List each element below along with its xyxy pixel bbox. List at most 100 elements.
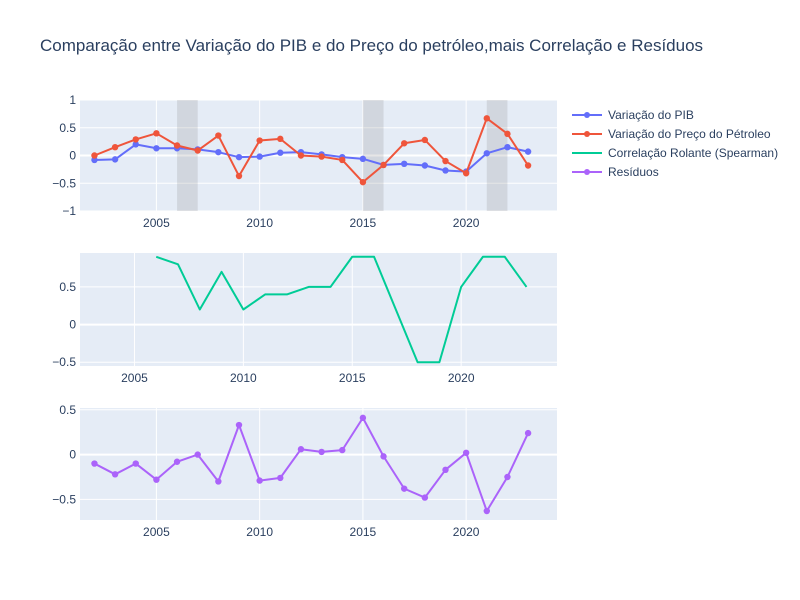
x-tick-label: 2015 [350,525,377,539]
y-tick-label: 0 [69,318,76,332]
data-point-variacao-do-pib [400,160,408,168]
data-point-variacao-do-preco-do-petroleo [380,161,387,169]
data-point-variacao-do-preco-do-petroleo [297,152,305,159]
data-point-variacao-do-pib [421,162,429,169]
data-point-residuos [111,471,119,478]
x-tick-label: 2005 [143,216,170,230]
series-correlacao-rolante-spearman [155,255,528,364]
data-point-residuos [442,466,449,474]
data-point-variacao-do-pib [524,148,532,155]
series-line-variacao-do-pib [94,143,529,173]
data-point-residuos [524,429,532,437]
data-point-variacao-do-preco-do-petroleo [111,143,119,151]
data-point-residuos [173,458,181,465]
y-tick-label: 1 [69,93,76,107]
legend-item-oil[interactable]: Variação do Preço do Pétroleo [572,127,771,141]
legend-marker-residuals [584,169,590,175]
x-tick-label: 2005 [143,525,170,539]
data-point-residuos [400,485,408,492]
data-point-variacao-do-pib [215,148,222,156]
data-point-variacao-do-pib [359,155,367,163]
data-point-variacao-do-pib [235,153,243,161]
data-point-variacao-do-preco-do-petroleo [256,137,263,144]
data-point-variacao-do-pib [504,143,511,151]
data-point-variacao-do-preco-do-petroleo [359,178,367,186]
panel-gdp-oil: 2005 2010 2015 2020 −1 −0.5 0 0.5 1 [52,93,557,230]
data-point-variacao-do-preco-do-petroleo [442,157,449,165]
legend: Variação do PIB Variação do Preço do Pét… [572,108,778,179]
data-point-variacao-do-preco-do-petroleo [339,156,346,164]
x-tick-label: 2010 [246,216,273,230]
data-point-residuos [339,446,346,454]
data-point-residuos [194,451,201,458]
legend-item-correlation[interactable]: Correlação Rolante (Spearman) [572,146,778,160]
y-tick-label: 0.5 [59,280,76,294]
y-tick-label: −0.5 [52,355,76,369]
x-tick-label: 2005 [121,371,148,385]
plot-area [80,253,557,366]
data-point-variacao-do-preco-do-petroleo [400,140,408,147]
series-variacao-do-preco-do-petroleo [91,115,532,186]
data-point-residuos [359,414,367,422]
data-point-variacao-do-preco-do-petroleo [421,136,429,144]
y-tick-label: −1 [62,204,76,218]
x-tick-label: 2010 [230,371,257,385]
data-point-residuos [504,473,511,481]
data-point-variacao-do-pib [483,150,490,157]
data-point-variacao-do-pib [111,156,119,163]
data-point-variacao-do-preco-do-petroleo [483,115,490,122]
x-tick-label: 2015 [339,371,366,385]
data-point-variacao-do-preco-do-petroleo [153,130,160,137]
data-point-variacao-do-pib [442,167,449,174]
data-point-variacao-do-preco-do-petroleo [277,135,284,143]
x-tick-label: 2015 [350,216,377,230]
data-point-residuos [318,448,325,456]
legend-label-gdp: Variação do PIB [608,108,694,122]
series-line-variacao-do-preco-do-petroleo [94,117,529,184]
shaded-region [177,100,198,211]
data-point-residuos [380,453,387,460]
series-line-residuos [93,416,529,513]
plot-area [80,408,557,520]
panel-residuals: 2005 2010 2015 2020 −0.5 0 0.5 [52,403,557,539]
data-point-variacao-do-preco-do-petroleo [194,147,201,154]
data-point-residuos [462,449,470,456]
y-tick-label: −0.5 [52,492,76,506]
data-point-variacao-do-pib [153,145,160,152]
data-point-variacao-do-preco-do-petroleo [462,170,470,177]
y-tick-label: 0.5 [59,403,76,417]
data-point-variacao-do-preco-do-petroleo [318,153,325,160]
data-point-variacao-do-preco-do-petroleo [504,130,511,138]
data-point-residuos [256,477,263,484]
data-point-residuos [91,460,98,467]
legend-label-correlation: Correlação Rolante (Spearman) [608,146,778,160]
data-point-residuos [235,421,243,429]
y-tick-label: 0.5 [59,121,76,135]
data-point-variacao-do-pib [256,153,263,160]
y-tick-label: −0.5 [52,176,76,190]
x-tick-label: 2020 [453,525,480,539]
legend-marker-oil [584,131,590,137]
legend-label-residuals: Resíduos [608,165,659,179]
data-point-residuos [483,507,490,515]
data-point-residuos [132,460,139,467]
data-point-variacao-do-pib [91,156,98,164]
x-tick-label: 2010 [246,525,273,539]
series-line-correlacao-rolante-spearman [155,255,528,364]
shaded-region [362,100,384,211]
data-point-variacao-do-pib [277,149,284,156]
data-point-variacao-do-preco-do-petroleo [173,142,181,149]
panel-rolling-correlation: 2005 2010 2015 2020 −0.5 0 0.5 [52,253,557,385]
x-tick-label: 2020 [448,371,475,385]
legend-item-residuals[interactable]: Resíduos [572,165,659,179]
data-point-residuos [277,474,284,482]
legend-label-oil: Variação do Preço do Pétroleo [608,127,771,141]
data-point-variacao-do-preco-do-petroleo [215,132,222,139]
data-point-variacao-do-preco-do-petroleo [524,162,532,169]
legend-marker-gdp [584,112,590,118]
data-point-residuos [297,446,305,453]
legend-item-gdp[interactable]: Variação do PIB [572,108,694,122]
data-point-residuos [421,494,429,501]
data-point-variacao-do-preco-do-petroleo [91,152,98,159]
